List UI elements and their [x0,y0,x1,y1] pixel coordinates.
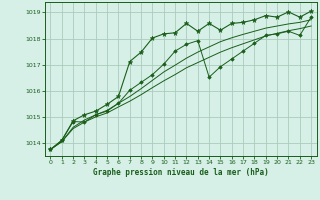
X-axis label: Graphe pression niveau de la mer (hPa): Graphe pression niveau de la mer (hPa) [93,168,269,177]
